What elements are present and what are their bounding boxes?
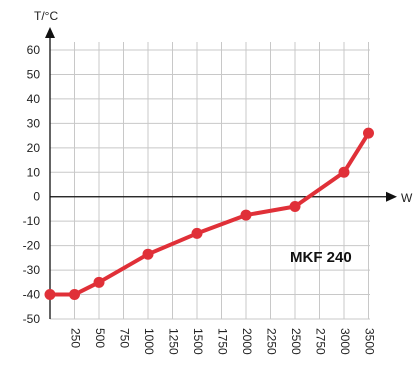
y-tick-label: 30	[27, 116, 41, 130]
x-tick-label: 2750	[313, 328, 327, 355]
x-tick-label: 750	[117, 328, 131, 348]
x-tick-label: 3000	[338, 328, 352, 355]
chart-axes	[45, 27, 397, 319]
x-tick-labels: 250 500 750 1000 1250 1500 1750 2000 2250 2500 275…	[68, 328, 376, 355]
y-tick-label: 0	[33, 190, 40, 204]
y-axis-arrow	[45, 27, 55, 38]
data-point	[338, 166, 350, 178]
x-tick-label: 250	[68, 328, 82, 348]
data-point	[363, 127, 374, 139]
data-point	[93, 276, 105, 288]
y-tick-label: -20	[23, 239, 41, 253]
x-tick-label: 1250	[166, 328, 180, 355]
y-tick-label: 20	[27, 141, 41, 155]
y-tick-label: -30	[23, 263, 41, 277]
y-tick-label: 60	[27, 43, 41, 57]
x-axis-label: W	[401, 191, 413, 205]
x-tick-label: 2500	[289, 328, 303, 355]
y-tick-label: 10	[27, 165, 41, 179]
x-tick-label: 500	[93, 328, 107, 348]
data-point	[191, 227, 203, 239]
y-tick-labels: 60 50 40 30 20 10 0 -10 -20 -30 -40 -50	[23, 43, 41, 326]
x-tick-label: 3500	[362, 328, 376, 355]
chart-grid	[50, 42, 370, 320]
x-tick-label: 2250	[264, 328, 278, 355]
x-tick-label: 1750	[215, 328, 229, 355]
data-point	[142, 248, 154, 260]
data-point	[240, 209, 252, 221]
y-tick-label: -50	[23, 312, 41, 326]
y-axis-label: T/°C	[34, 9, 58, 23]
x-tick-label: 1000	[142, 328, 156, 355]
x-axis-arrow	[386, 191, 397, 202]
y-tick-label: -10	[23, 214, 41, 228]
data-point	[44, 289, 56, 301]
y-tick-label: -40	[23, 288, 41, 302]
x-tick-label: 2000	[240, 328, 254, 355]
data-point	[69, 289, 80, 301]
chart-series	[44, 127, 374, 301]
model-annotation: MKF 240	[290, 249, 352, 266]
y-tick-label: 50	[27, 67, 41, 81]
y-tick-label: 40	[27, 92, 41, 106]
data-point	[289, 201, 301, 213]
x-tick-label: 1500	[191, 328, 205, 355]
